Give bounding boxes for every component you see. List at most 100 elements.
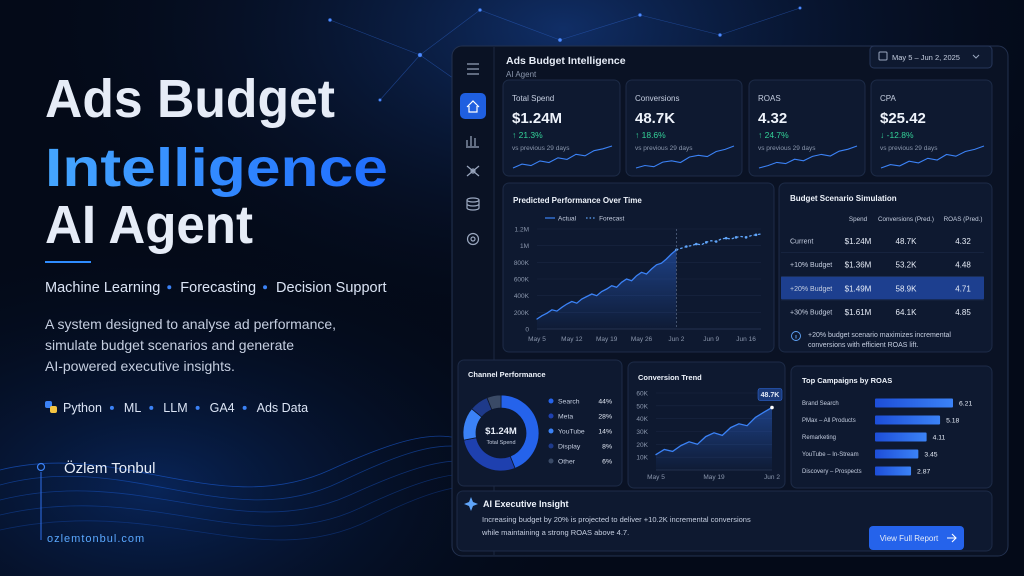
x-tick-label: May 26 [631, 336, 653, 343]
bar [875, 466, 912, 476]
row-label: Current [790, 239, 813, 246]
python-icon [45, 401, 57, 413]
bar-label: Brand Search [802, 401, 839, 407]
date-picker[interactable]: May 5 – Jun 2, 2025 [869, 45, 993, 69]
card [748, 79, 866, 177]
author: Özlem Tonbul [64, 459, 155, 477]
value-label: 28% [598, 414, 612, 421]
home-icon[interactable] [466, 100, 480, 113]
y-tick-label: 1M [520, 243, 529, 250]
hero-title: Ads Budget [45, 69, 335, 129]
y-tick-label: 600K [514, 277, 530, 284]
separator-dot [242, 405, 247, 410]
separator-dot [263, 285, 268, 290]
kpi-change: ↑ 21.3% [512, 130, 543, 140]
y-tick-label: 800K [514, 260, 530, 267]
kpi-value: 4.32 [758, 110, 787, 127]
legend-label: Display [558, 444, 581, 451]
forecast-point [754, 233, 758, 237]
table-header: Conversions (Pred.) [878, 216, 934, 223]
kpi-note: vs previous 29 days [512, 145, 570, 152]
kpi-note: vs previous 29 days [758, 145, 816, 152]
arrow-icon [947, 533, 957, 543]
sparkline [512, 145, 613, 169]
table-title: Budget Scenario Simulation [790, 194, 897, 203]
legend-label: YouTube [558, 429, 585, 436]
table-header: ROAS (Pred.) [944, 216, 983, 223]
sidebar [460, 63, 486, 246]
date-box[interactable] [869, 45, 993, 69]
value-label: 5.18 [946, 418, 959, 425]
value-label: 14% [598, 429, 612, 436]
forecast-point [704, 241, 708, 244]
note: conversions with efficient ROAS lift. [808, 342, 918, 349]
card [778, 182, 993, 353]
author-dot [36, 462, 46, 472]
chart-title: Top Campaigns by ROAS [802, 376, 892, 385]
kpi-note: vs previous 29 days [880, 145, 938, 152]
bar-label: PMax – All Products [802, 418, 856, 424]
legend-label: Search [558, 399, 580, 406]
forecast-point [714, 240, 718, 243]
separator-dot [149, 405, 154, 410]
value-label: 6% [602, 459, 612, 466]
y-tick-label: 60K [636, 391, 648, 398]
bar [875, 432, 927, 442]
kpi-label: Total Spend [512, 94, 554, 103]
chart-icon[interactable] [466, 136, 479, 148]
separator-dot [109, 405, 114, 410]
y-tick-label: 40K [636, 416, 648, 423]
value-label: 48.7K [761, 392, 780, 399]
y-tick-label: 10K [636, 455, 648, 462]
website: ozlemtonbul.com [47, 533, 145, 545]
card [625, 79, 743, 177]
date-range[interactable]: May 5 – Jun 2, 2025 [892, 53, 960, 62]
value-label: 8% [602, 444, 612, 451]
info-icon [791, 331, 801, 341]
bar [875, 415, 941, 425]
value-label: 3.45 [924, 452, 937, 459]
insight-text: Increasing budget by 20% is projected to… [482, 515, 751, 524]
legend-label: Meta [558, 414, 573, 421]
cell: 4.32 [955, 237, 971, 246]
value-label: 2.87 [917, 469, 930, 476]
sparkline [758, 145, 858, 169]
area [656, 407, 772, 470]
dashboard-subtitle: AI Agent [506, 70, 537, 79]
cell: 4.48 [955, 261, 971, 270]
card [456, 490, 993, 552]
x-tick-label: Jun 2 [668, 336, 684, 343]
bar [875, 398, 953, 408]
report-button-label[interactable]: View Full Report [880, 534, 939, 543]
row-label: +30% Budget [790, 310, 832, 317]
chart-title: Channel Performance [468, 370, 546, 379]
hero-item: LLM [163, 401, 187, 415]
kpi-change: ↑ 24.7% [758, 130, 789, 140]
value-label: 4.11 [933, 435, 946, 442]
cell: 48.7K [896, 237, 918, 246]
sparkline [880, 145, 985, 169]
bar [875, 449, 919, 459]
value-label-box [757, 388, 783, 401]
y-tick-label: 30K [636, 429, 648, 436]
menu-icon[interactable] [467, 63, 479, 75]
database-icon[interactable] [466, 197, 480, 211]
hero-description: A system designed to analyse ad performa… [45, 316, 336, 332]
card [457, 359, 623, 487]
legend-label: Other [558, 459, 576, 466]
bar-label: Discovery – Prospects [802, 469, 862, 475]
kpi-label: ROAS [758, 94, 781, 103]
hero-description: simulate budget scenarios and generate [45, 337, 294, 353]
dashboard-title: Ads Budget Intelligence [506, 55, 626, 67]
legend-dot [548, 413, 554, 419]
home-button[interactable] [460, 93, 486, 119]
network-icon[interactable] [466, 165, 480, 177]
forecast-point [744, 236, 748, 239]
hero-item: Forecasting [180, 280, 256, 296]
hero-description: AI-powered executive insights. [45, 358, 235, 374]
y-tick-label: 20K [636, 442, 648, 449]
settings-icon[interactable] [466, 232, 480, 246]
report-button[interactable] [869, 526, 964, 550]
y-tick-label: 200K [514, 310, 530, 317]
line [536, 249, 678, 320]
